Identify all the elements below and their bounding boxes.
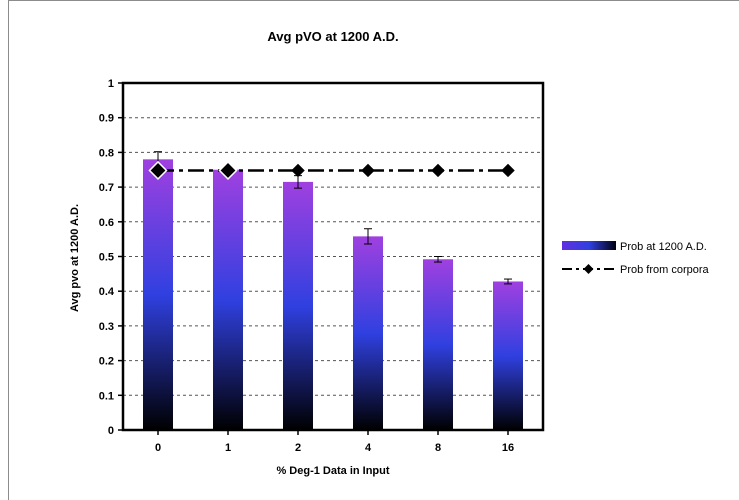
y-axis-ticks: 0 0.1 0.2 0.3 0.4 0.5 0.6 0.7 0.8 0.9 1 <box>99 78 123 437</box>
x-axis-ticks: 0 1 2 4 8 16 <box>155 430 514 454</box>
legend-swatch-bar <box>562 241 616 250</box>
bar <box>353 236 383 430</box>
legend-label-line: Prob from corpora <box>620 264 710 276</box>
corpora-point <box>218 160 238 180</box>
y-tick-label: 0.3 <box>99 321 114 333</box>
bars <box>143 159 523 430</box>
y-tick-label: 1 <box>108 78 114 90</box>
bar <box>423 259 453 430</box>
corpora-point <box>501 163 515 178</box>
y-tick-label: 0.7 <box>99 182 114 194</box>
gridlines <box>123 117 543 396</box>
y-tick-label: 0.6 <box>99 217 114 229</box>
y-tick-label: 0.5 <box>99 252 114 264</box>
corpora-line <box>148 160 515 180</box>
corpora-point <box>431 163 445 178</box>
bar <box>283 181 313 430</box>
x-tick-label: 4 <box>365 442 372 454</box>
legend-label-bar: Prob at 1200 A.D. <box>620 241 707 253</box>
chart-title: Avg pVO at 1200 A.D. <box>267 29 398 44</box>
y-tick-label: 0.8 <box>99 147 114 159</box>
legend-swatch-marker <box>583 264 594 274</box>
plot-area <box>121 81 545 432</box>
chart-frame <box>8 0 739 500</box>
legend: Prob at 1200 A.D. Prob from corpora <box>562 241 710 276</box>
corpora-point <box>148 160 168 180</box>
bar <box>143 159 173 430</box>
x-tick-label: 2 <box>295 442 301 454</box>
x-tick-label: 8 <box>435 442 441 454</box>
corpora-point <box>291 163 305 178</box>
y-tick-label: 0.9 <box>99 113 114 125</box>
x-tick-label: 1 <box>225 442 231 454</box>
y-axis-label: Avg pvo at 1200 A.D. <box>69 204 81 312</box>
x-axis-label: % Deg-1 Data in Input <box>276 465 389 477</box>
y-tick-label: 0.1 <box>99 390 114 402</box>
x-tick-label: 16 <box>502 442 514 454</box>
y-tick-label: 0 <box>108 425 114 437</box>
corpora-point <box>361 163 375 178</box>
y-tick-label: 0.4 <box>99 286 115 298</box>
bar <box>213 169 243 430</box>
bar <box>493 281 523 430</box>
x-tick-label: 0 <box>155 442 161 454</box>
y-tick-label: 0.2 <box>99 356 114 368</box>
